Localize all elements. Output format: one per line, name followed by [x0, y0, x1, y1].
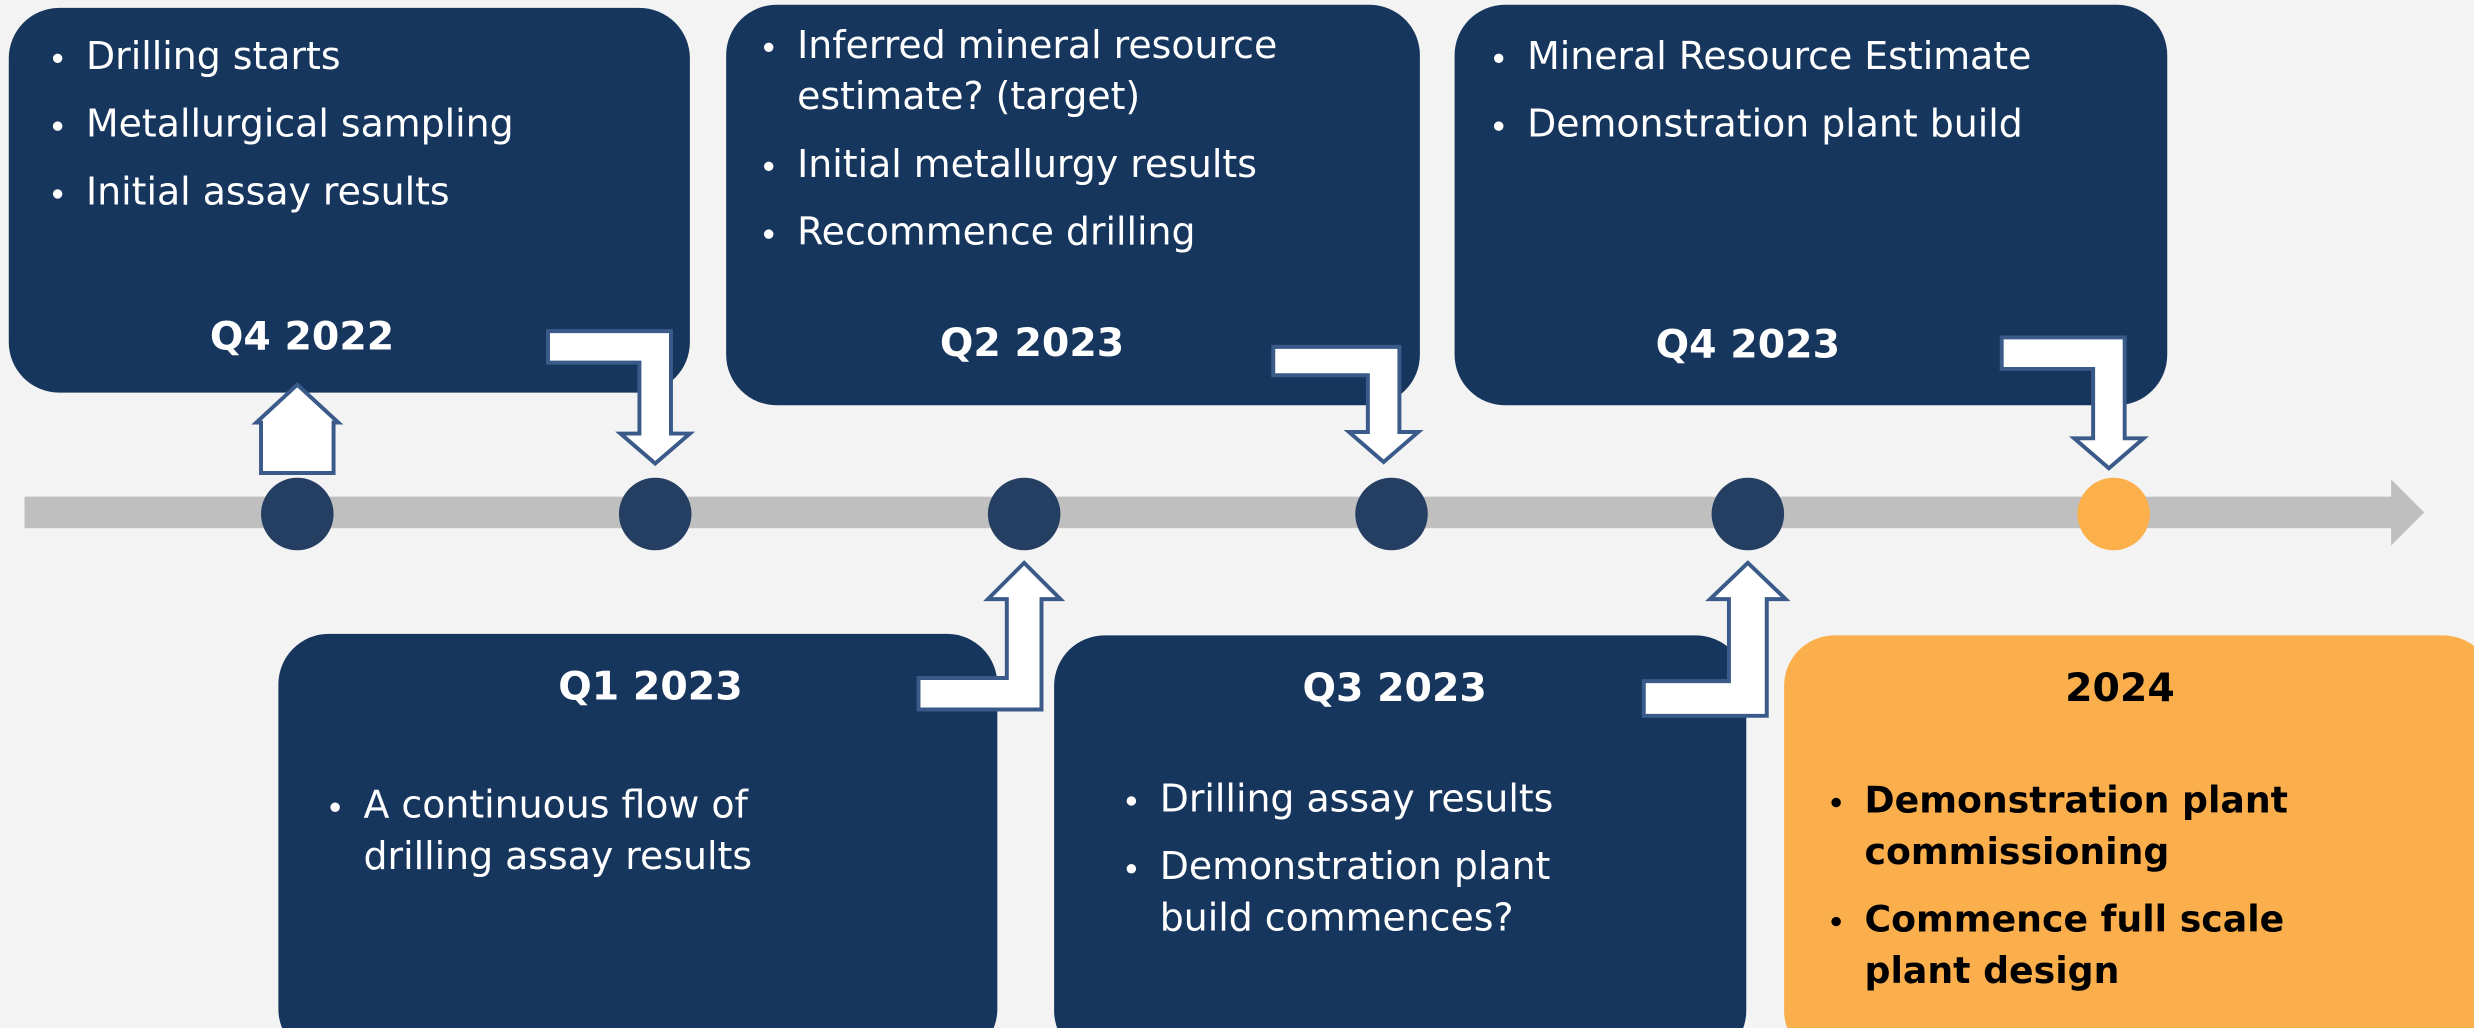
- milestone-label: Q3 2023: [1303, 665, 1487, 711]
- milestone-item: Drilling assay results: [1160, 776, 1554, 820]
- milestone-box: [1454, 4, 2168, 406]
- milestone: Q4 2023 Mineral Resource Estimate Demonstr…: [1454, 4, 2168, 718]
- milestone-item: Initial metallurgy results: [797, 142, 1257, 186]
- bullet: [330, 802, 340, 812]
- milestone-dot: [2077, 477, 2150, 551]
- milestone-item: Inferred mineral resource: [797, 23, 1277, 67]
- milestone: Q1 2023 A continuous flow of drilling assa…: [278, 329, 998, 1028]
- milestone-dot: [1711, 477, 1785, 551]
- milestone-item: Demonstration plant: [1865, 779, 2288, 822]
- milestone-item: commissioning: [1865, 830, 2170, 873]
- connector-arrow: [251, 382, 344, 475]
- milestone-box: [8, 7, 690, 393]
- milestone: Q4 2022 Drilling starts Metallurgical samp…: [8, 7, 690, 551]
- milestone-label: Q2 2023: [940, 320, 1124, 366]
- milestone-dot: [261, 477, 334, 551]
- milestone-item: Demonstration plant build: [1527, 102, 2023, 146]
- bullet: [52, 53, 63, 64]
- milestone-dot: [987, 477, 1061, 551]
- milestone-item: Initial assay results: [86, 169, 450, 213]
- bullet: [52, 189, 63, 199]
- milestone-item: Metallurgical sampling: [86, 102, 514, 146]
- bullet: [1831, 916, 1841, 927]
- bullet: [1494, 121, 1504, 131]
- milestone-label: Q1 2023: [558, 664, 742, 710]
- milestone-item: drilling assay results: [364, 834, 753, 878]
- timeline-arrowhead: [2391, 479, 2425, 546]
- bullet: [1494, 53, 1504, 64]
- bullet: [763, 229, 774, 239]
- connector-arrow: [546, 329, 696, 467]
- milestone-item: estimate? (target): [797, 74, 1140, 118]
- bullet: [1831, 797, 1841, 808]
- connector-arrow: [1999, 335, 2149, 471]
- milestone-item: Recommence drilling: [797, 210, 1195, 254]
- milestone-label: Q4 2022: [210, 313, 394, 359]
- connector-arrow: [916, 560, 1066, 712]
- bullet: [763, 42, 774, 53]
- milestone-box: [726, 4, 1420, 406]
- milestone-item: Drilling starts: [86, 34, 341, 78]
- milestone-label: Q4 2023: [1656, 321, 1840, 367]
- bullet: [52, 121, 63, 131]
- milestone-item: A continuous flow of: [364, 783, 750, 827]
- milestone-label: 2024: [2065, 665, 2175, 711]
- milestone-dot: [1355, 477, 1428, 551]
- milestone-box: [1784, 635, 2474, 1028]
- bullet: [1126, 796, 1137, 806]
- timeline-bar: [24, 496, 2398, 529]
- bullet: [763, 161, 774, 172]
- connector-arrow: [1271, 344, 1424, 465]
- milestone: Q3 2023 Drilling assay results Demonstrati…: [1054, 344, 1747, 1028]
- milestone-item: plant design: [1865, 949, 2120, 992]
- milestone-item: Demonstration plant: [1160, 844, 1551, 888]
- milestone-box: [1054, 635, 1747, 1028]
- connector-arrow: [1641, 560, 1791, 718]
- milestone-item: Mineral Resource Estimate: [1527, 34, 2031, 78]
- milestone-box: [278, 633, 998, 1028]
- bullet: [1126, 864, 1137, 874]
- milestone-dot: [618, 477, 692, 551]
- milestone-item: build commences?: [1160, 895, 1514, 939]
- milestone: 2024 Demonstration plant commissioning Comm…: [1784, 335, 2474, 1028]
- milestone-item: Commence full scale: [1865, 898, 2285, 941]
- milestone: Q2 2023 Inferred mineral resource estimate…: [726, 4, 1420, 712]
